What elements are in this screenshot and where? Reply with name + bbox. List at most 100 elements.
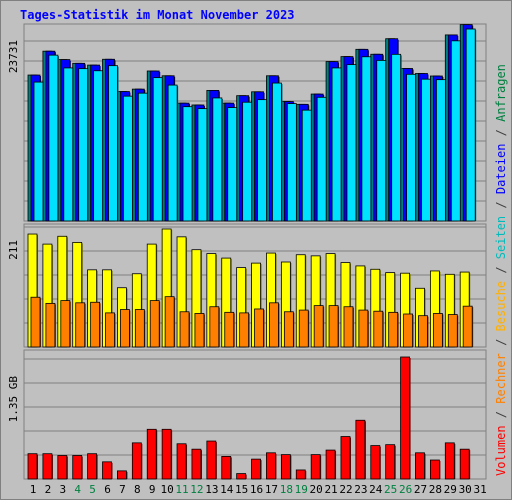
bar [176, 443, 187, 480]
bar [242, 101, 253, 222]
x-tick-label: 27 [414, 483, 427, 496]
bar [60, 300, 71, 348]
bar [42, 453, 53, 480]
x-tick-label: 3 [59, 483, 66, 496]
chart-title: Tages-Statistik im Monat November 2023 [20, 8, 295, 22]
bar [72, 455, 83, 480]
bar [167, 84, 178, 222]
x-tick-label: 30 [459, 483, 472, 496]
x-tick-label: 23 [354, 483, 367, 496]
x-tick-label: 18 [280, 483, 293, 496]
bar [406, 73, 416, 222]
bar [179, 311, 190, 348]
bar [239, 312, 250, 348]
bar [286, 103, 297, 222]
bar [164, 296, 175, 348]
bar [212, 97, 223, 222]
bar [48, 54, 59, 222]
bar [266, 452, 276, 480]
bar [27, 453, 38, 480]
bar [197, 108, 208, 222]
bar [254, 308, 264, 348]
bar [161, 428, 172, 480]
x-tick-label: 10 [161, 483, 174, 496]
x-tick-label: 7 [119, 483, 126, 496]
x-tick-label: 24 [369, 483, 383, 496]
bar [78, 68, 89, 222]
x-tick-label: 17 [265, 483, 278, 496]
bar [123, 95, 133, 222]
bar [108, 65, 118, 222]
side-legend-part: / [494, 331, 508, 353]
bar [385, 444, 396, 480]
bar [146, 428, 157, 480]
x-tick-label: 11 [175, 483, 188, 496]
bar [93, 70, 104, 222]
bar [251, 458, 261, 480]
bar [75, 302, 86, 348]
top-panel: 23731 [7, 23, 487, 222]
side-legend: Volumen / Rechner / Besuche / Seiten / D… [494, 64, 508, 476]
bar [206, 440, 217, 480]
x-tick-label: 16 [250, 483, 263, 496]
bar [465, 28, 476, 222]
bar [418, 315, 428, 348]
bar [90, 301, 101, 348]
bar [295, 469, 306, 480]
bar [272, 82, 282, 222]
bar [325, 449, 336, 480]
series-rechner [30, 296, 474, 348]
bar [236, 473, 247, 480]
x-tick-label: 14 [220, 483, 234, 496]
bar [328, 305, 339, 348]
x-tick-label: 22 [339, 483, 352, 496]
bar [373, 310, 384, 348]
bar [120, 309, 130, 348]
bar [131, 442, 142, 480]
bar [421, 78, 431, 222]
x-tick-label: 19 [295, 483, 308, 496]
bar [403, 313, 413, 348]
side-legend-part: Volumen [494, 425, 508, 476]
x-axis-labels: 1 2 3 4 5 6 7 8 9 10 11 12 13 14 15 16 17 18 19 20 21 22 23 24 2… [30, 483, 487, 496]
side-legend-part: / [494, 404, 508, 426]
x-tick-label: 4 [74, 483, 81, 496]
bar [283, 311, 294, 348]
bar [33, 81, 44, 222]
bar [400, 356, 410, 480]
side-legend-part: Dateien [494, 144, 508, 195]
side-legend-part: Rechner [494, 353, 508, 404]
side-legend-part: / [494, 122, 508, 144]
bar [459, 448, 470, 480]
x-tick-label: 31 [473, 483, 486, 496]
side-legend-part: Besuche [494, 281, 508, 332]
y-axis-max-label: 1.35 GB [7, 376, 20, 423]
bar [340, 436, 351, 480]
bar [102, 461, 112, 480]
bar [45, 302, 56, 348]
x-tick-label: 28 [429, 483, 442, 496]
bar [388, 311, 399, 348]
bar [316, 96, 327, 222]
bar [358, 309, 369, 348]
x-tick-label: 2 [45, 483, 52, 496]
bar [301, 109, 312, 222]
bar [370, 445, 381, 480]
bar [134, 309, 145, 348]
bar [63, 67, 74, 222]
x-tick-label: 15 [235, 483, 248, 496]
x-tick-label: 6 [104, 483, 111, 496]
bar [346, 64, 357, 222]
y-axis-max-label: 23731 [7, 40, 20, 73]
bar [191, 448, 202, 480]
bar [194, 313, 205, 348]
bar [444, 442, 455, 480]
bar [152, 77, 163, 222]
bar [224, 311, 235, 348]
bar [280, 454, 291, 480]
bar [105, 312, 115, 348]
bar [435, 79, 446, 222]
bar [331, 67, 342, 222]
series-volumen [27, 356, 471, 480]
